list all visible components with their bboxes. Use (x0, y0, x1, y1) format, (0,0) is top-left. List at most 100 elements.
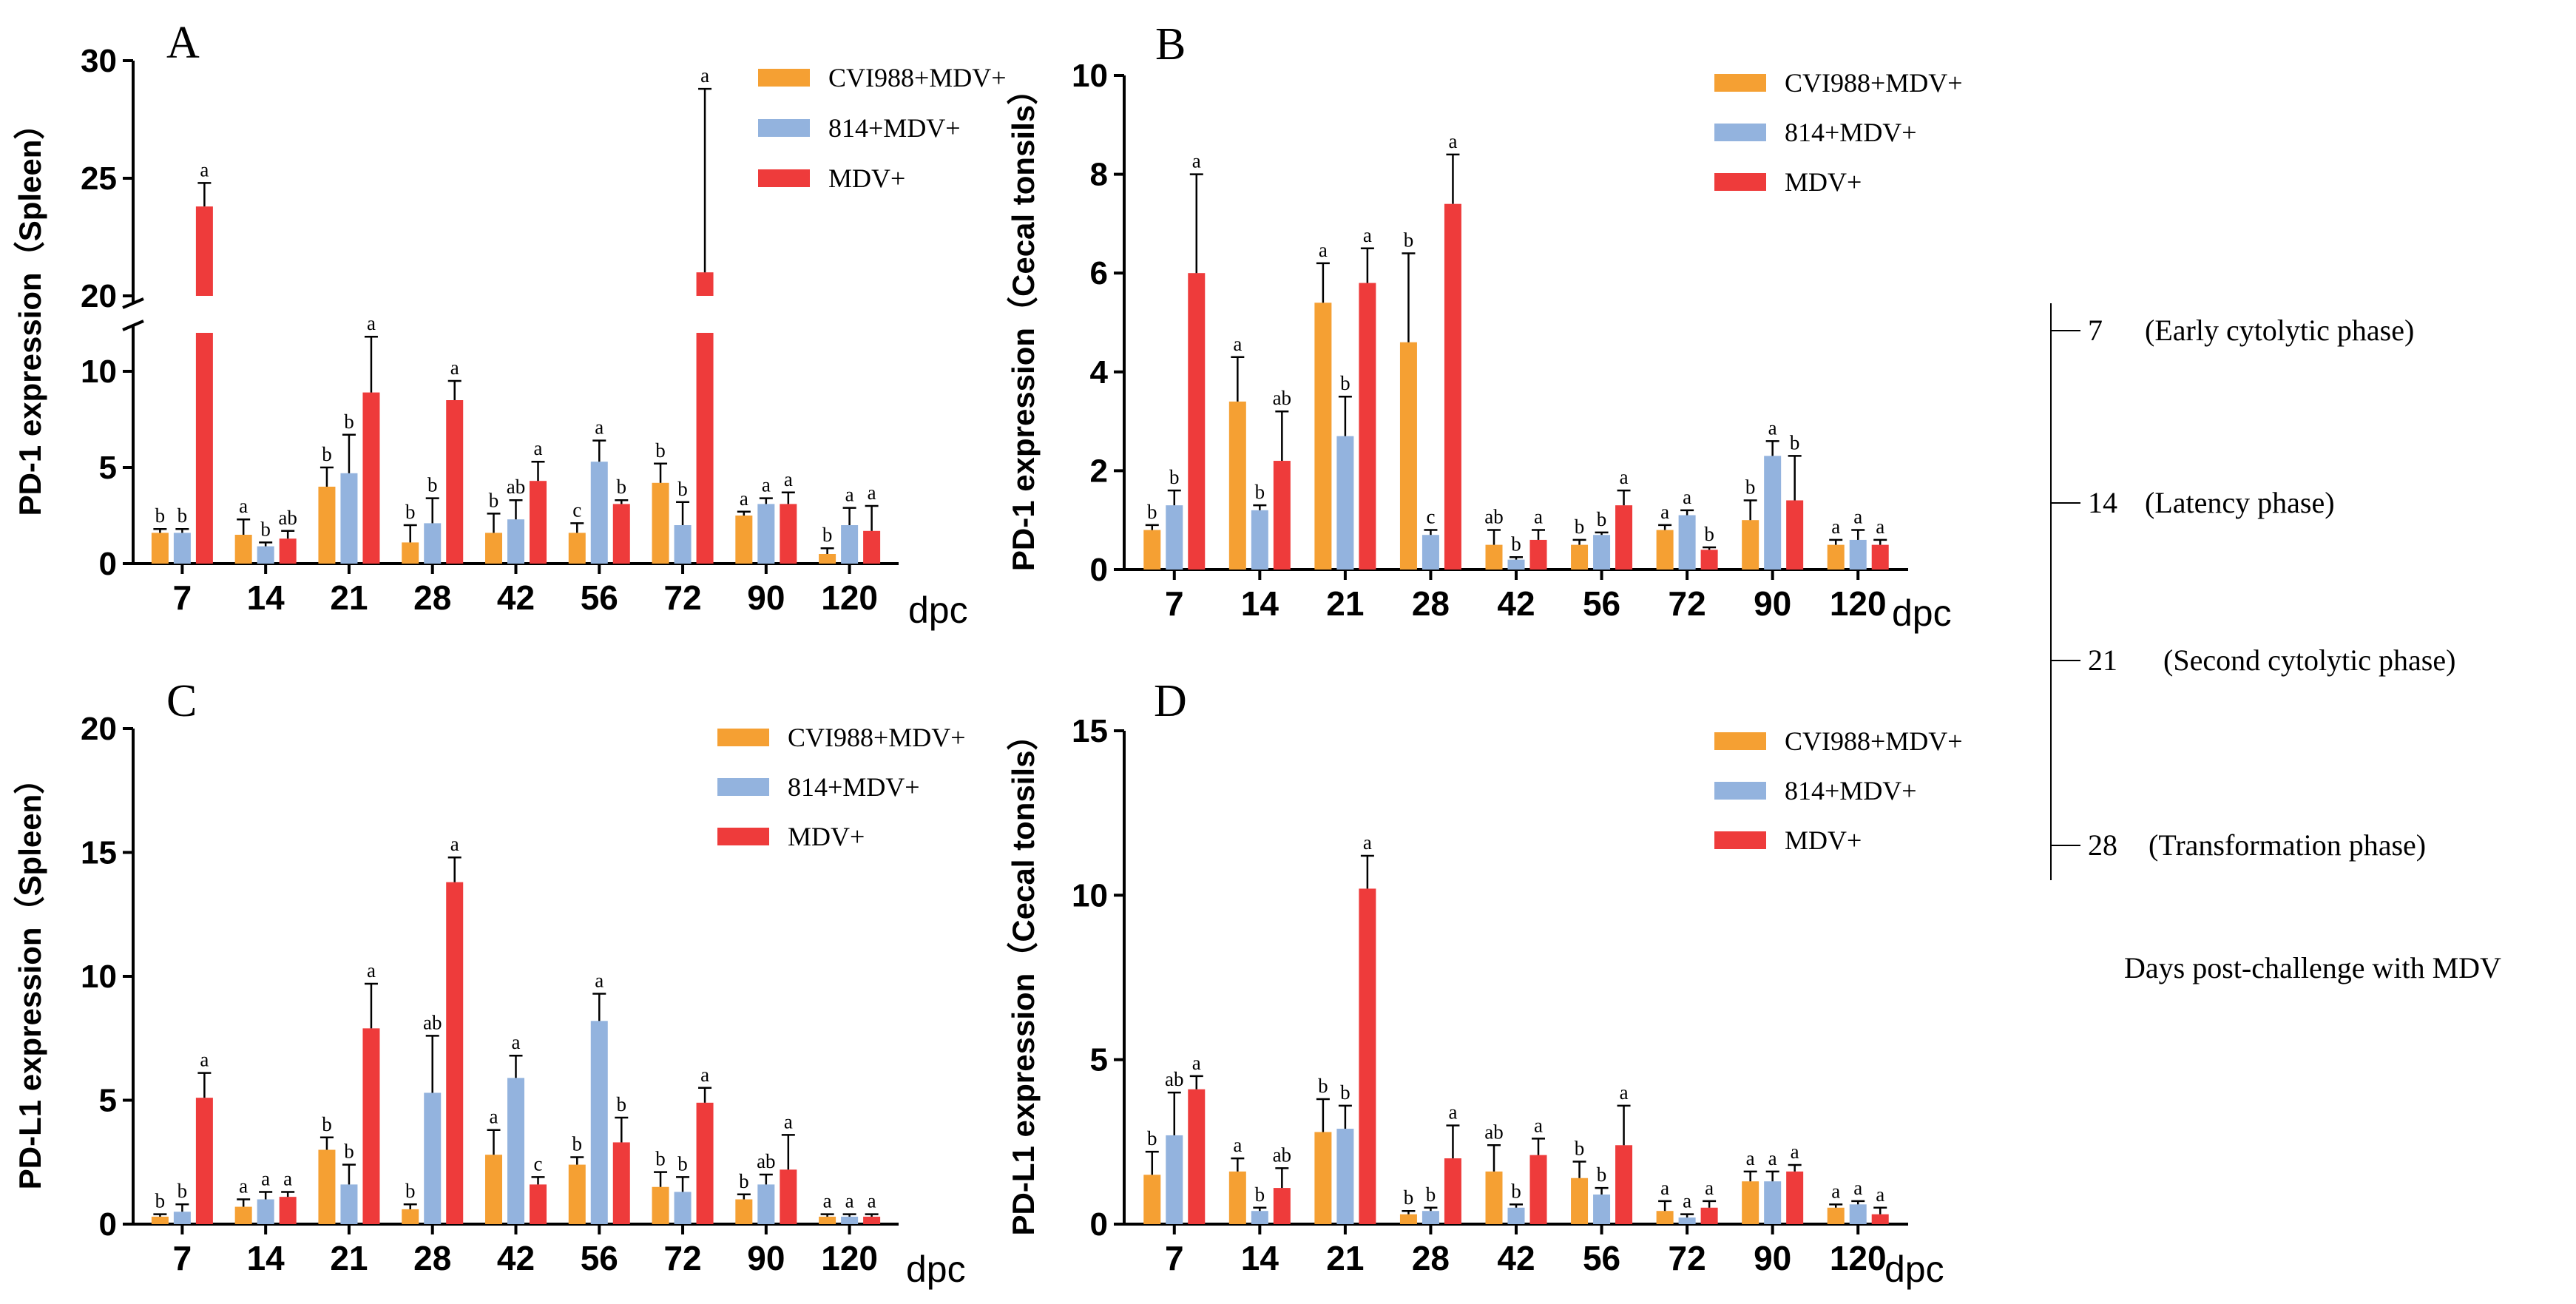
bar (1827, 1207, 1845, 1224)
significance-label: b (1511, 533, 1521, 555)
x-tick-label: 42 (1497, 1239, 1535, 1277)
bar (1444, 203, 1461, 570)
significance-label: b (260, 518, 271, 540)
x-tick-label: 14 (247, 578, 285, 617)
bar (234, 1206, 252, 1224)
y-tick-label: 10 (81, 354, 117, 390)
significance-label: b (344, 411, 354, 433)
y-tick-label: 0 (99, 1206, 117, 1243)
legend-swatch (758, 119, 810, 137)
bar (1742, 1181, 1759, 1224)
significance-label: a (823, 1190, 832, 1212)
bar (362, 1028, 380, 1224)
significance-label: a (450, 357, 459, 379)
legend-label: 814+MDV+ (1785, 776, 1917, 805)
y-axis-title: PD-L1 expression（Spleen） (13, 763, 47, 1190)
bar (568, 1164, 586, 1224)
x-tick-label: 56 (581, 1239, 618, 1277)
significance-label: a (1620, 466, 1629, 488)
significance-label: b (617, 1093, 627, 1115)
bar (151, 1216, 169, 1224)
significance-label: a (1876, 1183, 1884, 1206)
bar (402, 542, 419, 564)
x-tick-label: 56 (581, 578, 618, 617)
legend-label: MDV+ (1785, 825, 1862, 855)
bar (507, 1078, 524, 1224)
bar (318, 1149, 336, 1224)
legend-swatch (1714, 124, 1766, 141)
significance-label: b (1790, 431, 1800, 453)
x-axis-unit-label: dpc (906, 1249, 966, 1290)
significance-label: b (178, 1180, 188, 1202)
bar (1871, 1214, 1889, 1224)
significance-label: b (322, 443, 332, 465)
legend-swatch (717, 729, 769, 746)
x-axis-unit-label: dpc (1892, 592, 1952, 634)
bar (195, 333, 213, 564)
legend-label: CVI988+MDV+ (788, 723, 966, 752)
significance-label: b (1255, 1183, 1265, 1206)
y-tick-label: 20 (81, 278, 117, 314)
bar (652, 1186, 669, 1224)
significance-label: a (1233, 333, 1242, 355)
significance-label: a (1363, 831, 1372, 854)
significance-label: b (1255, 481, 1265, 503)
significance-label: a (367, 312, 376, 334)
panel-d-chart: 0 5 10 15 PD-L1 expression（Cecal tonsils） Ddp… (1006, 676, 1963, 1290)
significance-label: b (489, 489, 499, 511)
x-tick-label: 28 (1412, 1239, 1450, 1277)
bar (1251, 510, 1268, 570)
significance-label: b (322, 1113, 332, 1135)
bar (780, 504, 797, 564)
significance-label: a (1319, 239, 1328, 261)
bar (863, 1216, 881, 1224)
significance-label: ab (757, 1150, 775, 1172)
bar (757, 1184, 775, 1224)
legend-swatch (1714, 782, 1766, 800)
y-tick-label: 4 (1090, 354, 1109, 391)
phase-name: (Latency phase) (2145, 486, 2335, 519)
legend-label: MDV+ (828, 163, 905, 193)
significance-label: a (1791, 1141, 1799, 1163)
bar (1336, 436, 1354, 570)
significance-label: b (1147, 501, 1157, 523)
x-tick-label: 72 (1669, 1239, 1706, 1277)
y-tick-label: 30 (81, 43, 117, 79)
x-tick-label: 14 (1241, 1239, 1279, 1277)
y-axis-title: PD-1 expression（Spleen） (13, 109, 47, 516)
x-tick-label: 21 (330, 1239, 368, 1277)
bar (1786, 1171, 1804, 1224)
panel-letter: D (1154, 676, 1187, 726)
x-tick-label: 28 (413, 578, 451, 617)
x-tick-label: 120 (1830, 1239, 1887, 1277)
bar (674, 1192, 692, 1224)
bar (1849, 539, 1867, 570)
bar (1273, 1188, 1291, 1224)
x-tick-label: 42 (497, 1239, 535, 1277)
bar (735, 516, 753, 564)
axis-break-mark (122, 297, 144, 309)
bar (530, 1184, 547, 1224)
significance-label: a (490, 1106, 498, 1128)
legend-swatch (1714, 831, 1766, 849)
x-tick-label: 90 (747, 578, 785, 617)
y-tick-label: 25 (81, 161, 117, 197)
x-tick-label: 90 (1754, 1239, 1791, 1277)
significance-label: a (261, 1167, 270, 1189)
significance-label: ab (1273, 387, 1291, 409)
significance-label: a (1363, 224, 1372, 246)
phase-day: 14 (2088, 486, 2117, 519)
significance-label: ab (278, 507, 297, 529)
legend-swatch (717, 828, 769, 845)
panel-b-chart: 0 2 4 6 8 10 PD-1 expression（Cecal tonsils） Bdp… (1006, 19, 1963, 634)
legend-label: CVI988+MDV+ (828, 63, 1007, 92)
significance-label: a (1192, 1052, 1201, 1074)
significance-label: a (239, 1175, 248, 1197)
significance-label: b (1597, 1163, 1607, 1186)
legend-swatch (717, 778, 769, 796)
y-tick-label: 5 (99, 450, 117, 486)
significance-label: c (1426, 506, 1435, 528)
significance-label: a (1233, 1134, 1242, 1156)
significance-label: ab (1273, 1143, 1291, 1166)
